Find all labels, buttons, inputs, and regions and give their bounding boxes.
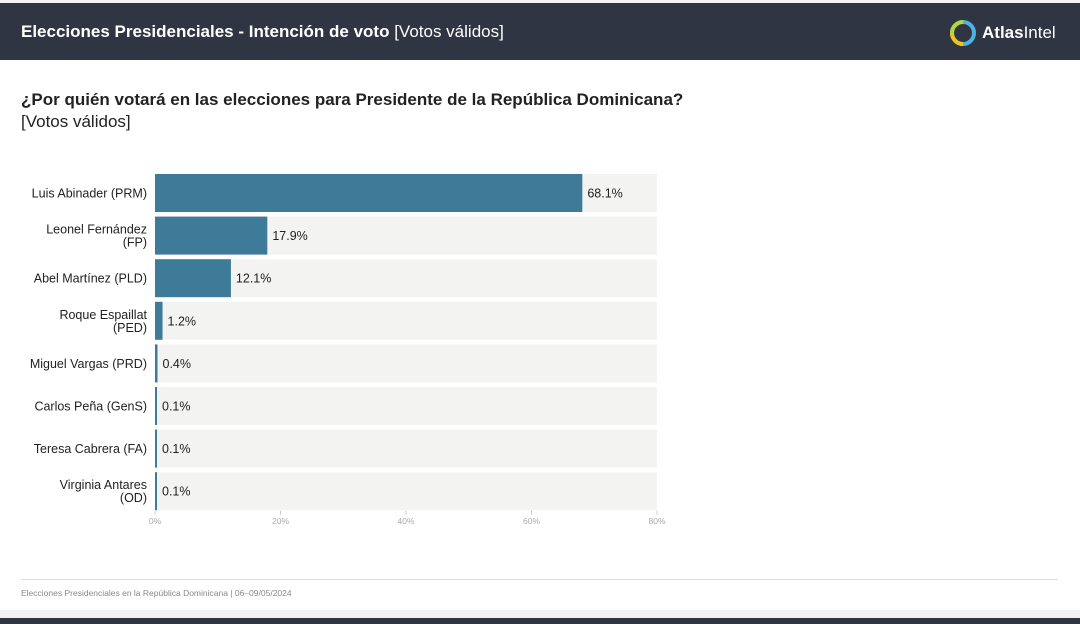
bar-track <box>155 429 657 468</box>
atlasintel-logo-icon <box>950 20 976 46</box>
brand-name: AtlasIntel <box>982 23 1056 43</box>
bar <box>155 429 157 468</box>
value-label: 0.1% <box>162 400 191 414</box>
brand-light: Intel <box>1023 23 1056 42</box>
bar-track <box>155 472 657 511</box>
tick-label: 20% <box>272 516 289 526</box>
category-label: Carlos Peña (GenS) <box>34 400 147 414</box>
category-label: (OD) <box>120 491 147 505</box>
bar-track <box>155 387 657 425</box>
value-label: 0.1% <box>162 485 191 499</box>
value-label: 1.2% <box>168 314 197 328</box>
value-label: 68.1% <box>587 187 622 201</box>
category-label: Leonel Fernández <box>46 223 147 237</box>
bar-track <box>155 301 657 340</box>
question-subtitle: [Votos válidos] <box>21 112 131 131</box>
bar-chart: 68.1% Luis Abinader (PRM) 17.9% Leonel Fern… <box>30 174 666 526</box>
tick-label: 60% <box>523 516 540 526</box>
brand-bold: Atlas <box>982 23 1024 42</box>
category-label: Luis Abinader (PRM) <box>32 187 147 201</box>
bar <box>155 472 157 511</box>
footer-text: Elecciones Presidenciales en la Repúblic… <box>21 588 292 598</box>
bar-track <box>155 259 657 298</box>
value-label: 0.1% <box>162 442 191 456</box>
category-label: Miguel Vargas (PRD) <box>30 357 147 371</box>
bar <box>155 216 268 255</box>
bar <box>155 174 583 212</box>
bottom-bar <box>0 618 1080 624</box>
bottom-band <box>0 610 1080 618</box>
category-label: Virginia Antares <box>60 478 147 492</box>
category-label: (FP) <box>123 236 147 250</box>
tick-label: 0% <box>149 516 162 526</box>
question-block: ¿Por quién votará en las elecciones para… <box>21 90 683 132</box>
question-text: ¿Por quién votará en las elecciones para… <box>21 90 684 109</box>
category-label: (PED) <box>113 321 147 335</box>
title-bold: Elecciones Presidenciales - Intención de… <box>21 22 390 41</box>
atlasintel-logo: AtlasIntel <box>950 20 1056 46</box>
top-strip <box>0 0 1080 3</box>
value-label: 17.9% <box>272 229 307 243</box>
tick-label: 40% <box>397 516 414 526</box>
value-label: 12.1% <box>236 272 271 286</box>
category-label: Roque Espaillat <box>59 308 147 322</box>
value-label: 0.4% <box>163 357 192 371</box>
title-light: [Votos válidos] <box>394 22 504 41</box>
bar <box>155 344 158 383</box>
bar <box>155 259 231 298</box>
bar-track <box>155 344 657 383</box>
tick-label: 80% <box>648 516 665 526</box>
header-bar: Elecciones Presidenciales - Intención de… <box>0 3 1080 60</box>
page-title: Elecciones Presidenciales - Intención de… <box>21 22 504 42</box>
footer-divider <box>21 579 1058 580</box>
bar <box>155 387 157 425</box>
bar <box>155 301 163 340</box>
category-label: Teresa Cabrera (FA) <box>34 442 147 456</box>
category-label: Abel Martínez (PLD) <box>34 272 147 286</box>
